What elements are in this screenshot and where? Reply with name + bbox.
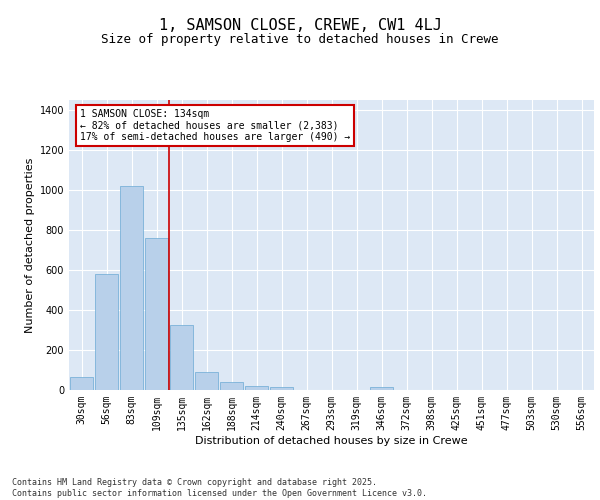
Bar bbox=[194, 372, 218, 390]
Bar bbox=[269, 387, 293, 390]
Bar bbox=[70, 377, 94, 390]
Text: 1 SAMSON CLOSE: 134sqm
← 82% of detached houses are smaller (2,383)
17% of semi-: 1 SAMSON CLOSE: 134sqm ← 82% of detached… bbox=[79, 108, 350, 142]
Text: Size of property relative to detached houses in Crewe: Size of property relative to detached ho… bbox=[101, 32, 499, 46]
Bar bbox=[145, 238, 169, 390]
Text: 1, SAMSON CLOSE, CREWE, CW1 4LJ: 1, SAMSON CLOSE, CREWE, CW1 4LJ bbox=[158, 18, 442, 32]
Y-axis label: Number of detached properties: Number of detached properties bbox=[25, 158, 35, 332]
Bar bbox=[245, 386, 268, 390]
Bar bbox=[119, 186, 143, 390]
Text: Contains HM Land Registry data © Crown copyright and database right 2025.
Contai: Contains HM Land Registry data © Crown c… bbox=[12, 478, 427, 498]
X-axis label: Distribution of detached houses by size in Crewe: Distribution of detached houses by size … bbox=[195, 436, 468, 446]
Bar bbox=[220, 382, 244, 390]
Bar bbox=[95, 274, 118, 390]
Bar bbox=[370, 387, 394, 390]
Bar bbox=[170, 325, 193, 390]
